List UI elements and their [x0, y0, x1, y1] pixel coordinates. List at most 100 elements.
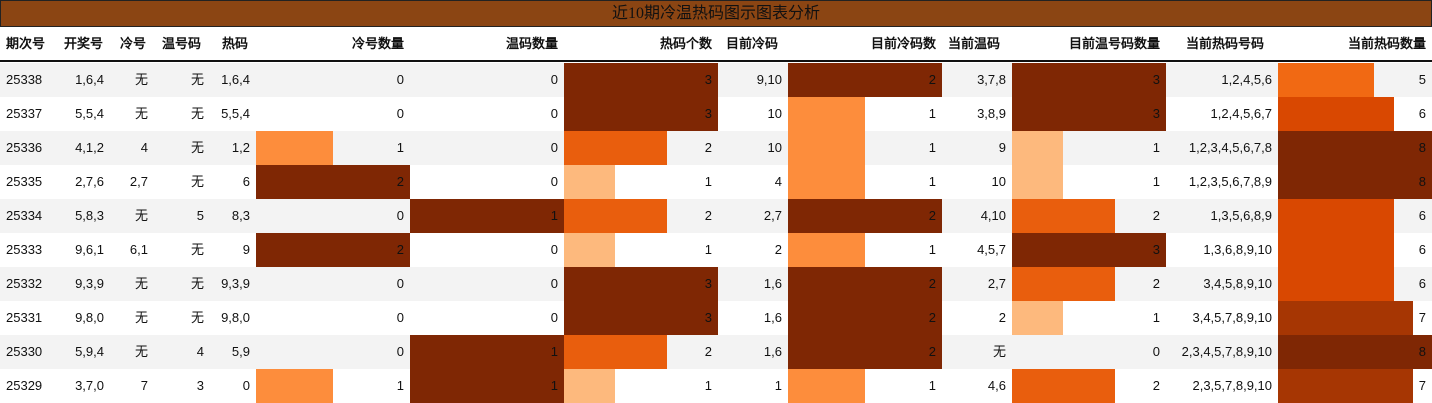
table-row[interactable]: 25338 1,6,4 无 无 1,6,4 9,10 3,7,8 1,2,4,5,6 0 0 3 2 3… — [0, 63, 1432, 97]
cell-cur-warm: 3,7,8 — [977, 72, 1006, 87]
data-bar — [564, 233, 615, 267]
data-bar — [788, 233, 865, 267]
cell-hot: 9,8,0 — [221, 310, 250, 325]
table-row[interactable]: 25336 4,1,2 4 无 1,2 10 9 1,2,3,4,5,6,7,8 1 0 2 1 1 8 — [0, 131, 1432, 165]
cell-cur-warm: 4,10 — [980, 208, 1006, 223]
cell-warm: 无 — [190, 242, 204, 257]
cell-cur-cold-count: 2 — [928, 344, 936, 359]
data-bar — [1012, 369, 1115, 403]
header-cur-hot[interactable]: 当前热码号码 — [1186, 37, 1265, 52]
cell-cur-warm-count: 2 — [1152, 208, 1160, 223]
bar-cell-warm-count: 0 — [410, 301, 564, 335]
data-bar — [564, 267, 718, 301]
cell-cur-warm-count: 0 — [1152, 344, 1160, 359]
data-bar — [564, 301, 718, 335]
data-bar — [564, 199, 667, 233]
bar-cell-cur-warm-count: 3 — [1012, 63, 1166, 97]
header-cur-warm[interactable]: 当前温码 — [948, 37, 1001, 52]
data-bar — [788, 335, 942, 369]
data-bar — [564, 335, 667, 369]
table-row[interactable]: 25334 5,8,3 无 5 8,3 2,7 4,10 1,3,5,6,8,9 0 1 2 2 2 6 — [0, 199, 1432, 233]
cell-cur-cold-count: 1 — [928, 378, 936, 393]
header-cold[interactable]: 冷号 — [120, 37, 147, 52]
data-bar — [788, 63, 942, 97]
cell-cur-cold-count: 1 — [928, 140, 936, 155]
data-bar — [1278, 369, 1413, 403]
header-period[interactable]: 期次号 — [6, 37, 46, 52]
cell-warm: 无 — [190, 140, 204, 155]
header-cur-warm-count[interactable]: 目前温号码数量 — [1068, 37, 1160, 52]
bar-cell-cur-cold-count: 2 — [788, 199, 942, 233]
cell-cur-hot: 1,2,3,4,5,6,7,8 — [1188, 140, 1272, 155]
table-row[interactable]: 25337 5,5,4 无 无 5,5,4 10 3,8,9 1,2,4,5,6,7 0 0 3 1 3… — [0, 97, 1432, 131]
cell-cold-count: 0 — [396, 344, 404, 359]
header-hot-count[interactable]: 热码个数 — [659, 37, 712, 52]
header-warm-count[interactable]: 温码数量 — [505, 37, 558, 52]
table-row[interactable]: 25329 3,7,0 7 3 0 1 4,6 2,3,5,7,8,9,10 1 1 1 1 2 7 — [0, 369, 1432, 403]
bar-cell-warm-count: 0 — [410, 97, 564, 131]
header-cold-count[interactable]: 冷号数量 — [351, 37, 404, 52]
cell-period: 25335 — [6, 174, 43, 189]
bar-cell-cur-hot-count: 8 — [1278, 335, 1432, 369]
cell-cur-hot-count: 8 — [1418, 174, 1426, 189]
header-draw[interactable]: 开奖号 — [64, 37, 104, 52]
table-row[interactable]: 25330 5,9,4 无 4 5,9 1,6 无 2,3,4,5,7,8,9,10 0 1 2 2 0… — [0, 335, 1432, 369]
cell-cur-cold-count: 2 — [928, 208, 936, 223]
header-cur-cold[interactable]: 目前冷码 — [726, 37, 779, 52]
bar-cell-hot-count: 1 — [564, 369, 718, 403]
table-row[interactable]: 25333 9,6,1 6,1 无 9 2 4,5,7 1,3,6,8,9,10 2 0 1 1 3 6 — [0, 233, 1432, 267]
bar-cell-hot-count: 3 — [564, 301, 718, 335]
cell-period: 25332 — [6, 276, 43, 291]
bar-cell-warm-count: 0 — [410, 267, 564, 301]
cell-cur-cold-count: 1 — [928, 174, 936, 189]
cell-draw: 4,1,2 — [75, 140, 104, 155]
bar-cell-cur-hot-count: 5 — [1278, 63, 1432, 97]
bar-cell-cold-count: 1 — [256, 131, 410, 165]
cell-cur-warm: 2 — [998, 310, 1006, 325]
data-bar — [1278, 233, 1394, 267]
cell-cold: 4 — [140, 140, 148, 155]
cell-cur-hot: 1,2,4,5,6,7 — [1210, 106, 1272, 121]
bar-cell-cur-hot-count: 6 — [1278, 267, 1432, 301]
cell-cold-count: 0 — [396, 310, 404, 325]
cell-cold: 无 — [134, 72, 148, 87]
bar-cell-cold-count: 0 — [256, 63, 410, 97]
cell-cold: 无 — [134, 310, 148, 325]
cell-cold: 无 — [134, 276, 148, 291]
cell-cur-warm-count: 3 — [1152, 72, 1160, 87]
cell-cur-hot: 2,3,4,5,7,8,9,10 — [1181, 344, 1272, 359]
cell-cur-cold-count: 2 — [928, 310, 936, 325]
cell-cold: 无 — [134, 344, 148, 359]
cell-hot-count: 2 — [704, 140, 712, 155]
table-row[interactable]: 25332 9,3,9 无 无 9,3,9 1,6 2,7 3,4,5,8,9,10 0 0 3 2 2… — [0, 267, 1432, 301]
cell-hot-count: 3 — [704, 106, 712, 121]
bar-cell-cur-hot-count: 6 — [1278, 199, 1432, 233]
cell-warm: 无 — [190, 72, 204, 87]
cell-warm: 4 — [196, 344, 204, 359]
cell-cur-warm-count: 3 — [1152, 242, 1160, 257]
data-bar — [256, 369, 333, 403]
cell-warm-count: 0 — [550, 276, 558, 291]
bar-cell-cold-count: 0 — [256, 267, 410, 301]
cell-cur-hot: 1,2,3,5,6,7,8,9 — [1188, 174, 1272, 189]
cell-cold-count: 1 — [396, 378, 404, 393]
bar-cell-cur-cold-count: 2 — [788, 301, 942, 335]
cell-cur-cold: 1,6 — [763, 310, 782, 325]
data-bar — [1012, 97, 1166, 131]
cell-cur-warm-count: 2 — [1152, 378, 1160, 393]
header-warm[interactable]: 温号码 — [162, 37, 202, 52]
cell-cur-hot-count: 7 — [1418, 310, 1426, 325]
header-cur-hot-count[interactable]: 当前热码数量 — [1347, 37, 1426, 52]
cell-hot: 9,3,9 — [221, 276, 250, 291]
data-bar — [564, 97, 718, 131]
bar-cell-hot-count: 2 — [564, 335, 718, 369]
bar-cell-cur-warm-count: 2 — [1012, 267, 1166, 301]
table-row[interactable]: 25331 9,8,0 无 无 9,8,0 1,6 2 3,4,5,7,8,9,10 0 0 3 2 1… — [0, 301, 1432, 335]
table-row[interactable]: 25335 2,7,6 2,7 无 6 4 10 1,2,3,5,6,7,8,9 2 0 1 1 1 8 — [0, 165, 1432, 199]
data-bar — [1012, 233, 1166, 267]
cell-cur-cold-count: 1 — [928, 242, 936, 257]
data-bar — [564, 131, 667, 165]
header-cur-cold-count[interactable]: 目前冷码数 — [870, 37, 936, 52]
header-hot[interactable]: 热码 — [222, 37, 249, 52]
cell-period: 25338 — [6, 72, 43, 87]
